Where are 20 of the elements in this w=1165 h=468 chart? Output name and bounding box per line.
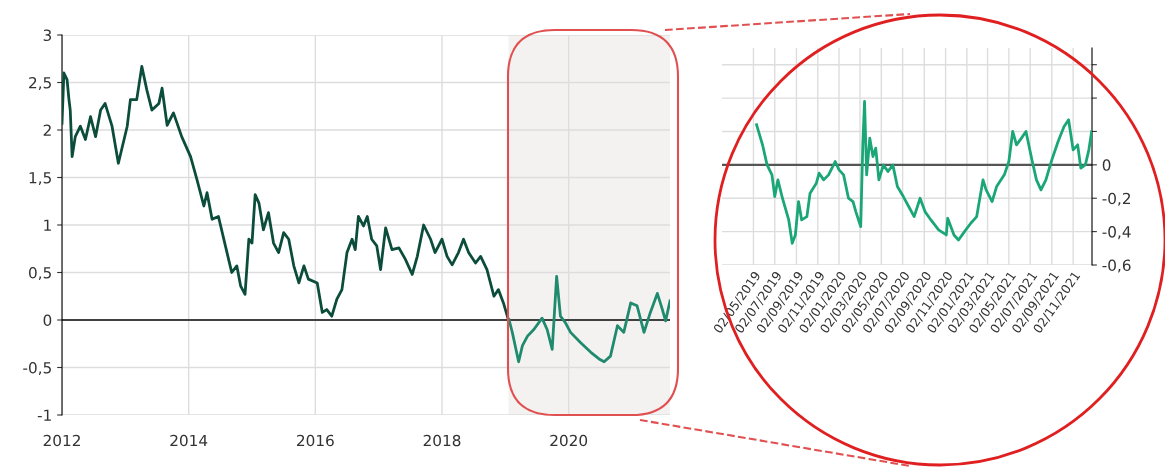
x-tick-label: 2014: [170, 434, 208, 447]
line-series: [755, 100, 1092, 245]
y-tick-label: 0,5: [28, 266, 51, 281]
y-tick-label: -0,4: [1102, 226, 1131, 240]
y-tick-label: -0,5: [23, 361, 51, 376]
x-tick-label: 2020: [550, 434, 588, 447]
y-tick-label: -0,2: [1102, 192, 1130, 206]
x-tick-label: 2016: [297, 434, 334, 447]
y-tick-label: -1: [37, 409, 51, 421]
y-tick-label: -0,6: [1102, 259, 1131, 273]
y-tick-label: 1,5: [29, 172, 51, 186]
y-tick-label: 2: [43, 124, 51, 136]
y-tick-label: 0: [43, 314, 52, 327]
x-tick-label: 2018: [423, 434, 461, 447]
line-series: [507, 274, 670, 364]
y-tick-label: 1: [44, 219, 51, 231]
y-tick-label: 3: [43, 29, 52, 42]
y-tick-label: 0: [1102, 159, 1111, 171]
y-tick-label: 2,5: [29, 76, 51, 91]
x-tick-label: 2012: [43, 434, 80, 447]
